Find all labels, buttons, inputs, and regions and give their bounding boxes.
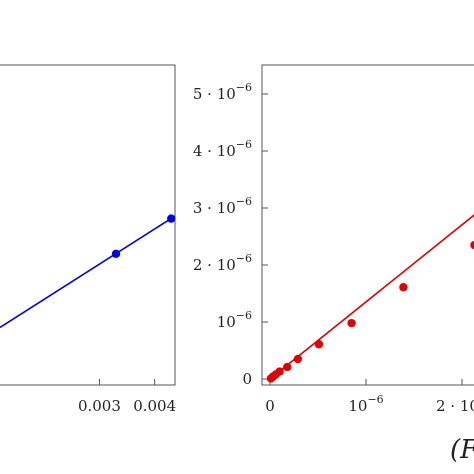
right-y-tick-label-1: 10−6 xyxy=(217,309,252,331)
right-y-tick-label-4: 4 · 10−6 xyxy=(193,138,252,160)
right-x-tick-label-2: 2 · 10 xyxy=(436,397,474,415)
right-chart-panel: 0 10−6 2 · 10−6 3 · 10−6 4 · 10−6 5 · 10−6 0 1… xyxy=(193,64,474,415)
right-y-tick-label-0: 0 xyxy=(242,370,252,388)
right-x-tick-label-0: 0 xyxy=(265,397,275,415)
left-data-point-0 xyxy=(111,249,121,258)
right-x-ticks: 0 10−6 2 · 10 xyxy=(265,379,474,415)
left-fit-line xyxy=(0,216,175,329)
right-data-point-8 xyxy=(399,283,408,292)
right-fit-line xyxy=(269,214,474,380)
left-data-point-1 xyxy=(167,214,176,223)
right-data-point-5 xyxy=(293,354,303,364)
right-data-point-3 xyxy=(275,367,284,376)
left-x-ticks: 0.003 0.004 xyxy=(78,379,176,415)
right-y-ticks: 0 10−6 2 · 10−6 3 · 10−6 4 · 10−6 5 · 10−6 xyxy=(193,81,268,388)
right-y-tick-label-3: 3 · 10−6 xyxy=(193,195,252,217)
left-series xyxy=(0,214,176,329)
right-data-point-4 xyxy=(283,362,292,372)
right-data-point-9 xyxy=(470,240,474,250)
left-plot-frame xyxy=(0,64,176,386)
right-data-point-7 xyxy=(347,318,356,328)
left-chart-panel: 0.003 0.004 xyxy=(0,64,176,415)
right-data-point-6 xyxy=(314,340,324,349)
right-x-tick-label-1: 10−6 xyxy=(348,393,383,415)
right-y-tick-label-2: 2 · 10−6 xyxy=(193,252,252,274)
left-x-tick-label-0: 0.003 xyxy=(78,397,121,415)
right-x-axis-label: (F xyxy=(450,435,474,465)
right-series xyxy=(266,214,474,383)
right-y-tick-label-5: 5 · 10−6 xyxy=(193,81,252,103)
left-x-tick-label-1: 0.004 xyxy=(133,397,176,415)
right-plot-frame xyxy=(261,64,474,386)
